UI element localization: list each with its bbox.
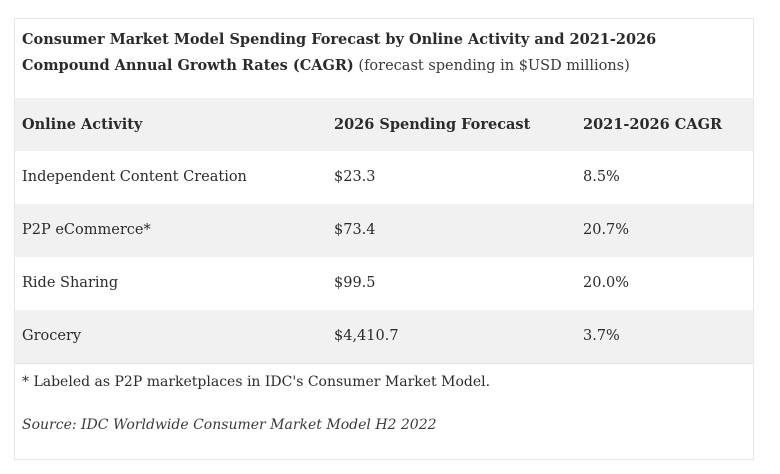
cell-online-activity: Independent Content Creation (22, 169, 247, 185)
table-header-row: Online Activity 2026 Spending Forecast 2… (15, 98, 753, 151)
forecast-table: Online Activity 2026 Spending Forecast 2… (15, 98, 753, 364)
forecast-table-card: Consumer Market Model Spending Forecast … (14, 18, 754, 460)
cell-cagr: 8.5% (583, 169, 620, 185)
header-spending-forecast: 2026 Spending Forecast (334, 116, 531, 133)
cell-cagr: 20.0% (583, 275, 630, 291)
cell-online-activity: Grocery (22, 328, 82, 344)
cell-online-activity: P2P eCommerce* (22, 222, 151, 238)
cell-spending-forecast: $4,410.7 (334, 328, 399, 344)
header-cagr: 2021-2026 CAGR (583, 116, 723, 133)
table-caption: Consumer Market Model Spending Forecast … (22, 27, 742, 79)
cell-spending-forecast: $23.3 (334, 169, 376, 185)
cell-cagr: 3.7% (583, 328, 620, 344)
table-row: Independent Content Creation $23.3 8.5% (15, 151, 753, 204)
cell-spending-forecast: $73.4 (334, 222, 376, 238)
cell-cagr: 20.7% (583, 222, 630, 238)
table-title: Consumer Market Model Spending Forecast … (22, 31, 657, 74)
header-online-activity: Online Activity (22, 116, 143, 133)
cell-online-activity: Ride Sharing (22, 275, 119, 291)
table-row: P2P eCommerce* $73.4 20.7% (15, 204, 753, 257)
source-citation: Source: IDC Worldwide Consumer Market Mo… (22, 417, 437, 433)
cell-spending-forecast: $99.5 (334, 275, 376, 291)
table-row: Grocery $4,410.7 3.7% (15, 310, 753, 364)
table-row: Ride Sharing $99.5 20.0% (15, 257, 753, 310)
table-footnote: * Labeled as P2P marketplaces in IDC's C… (22, 374, 491, 390)
table-subtitle: (forecast spending in $USD millions) (358, 58, 630, 74)
